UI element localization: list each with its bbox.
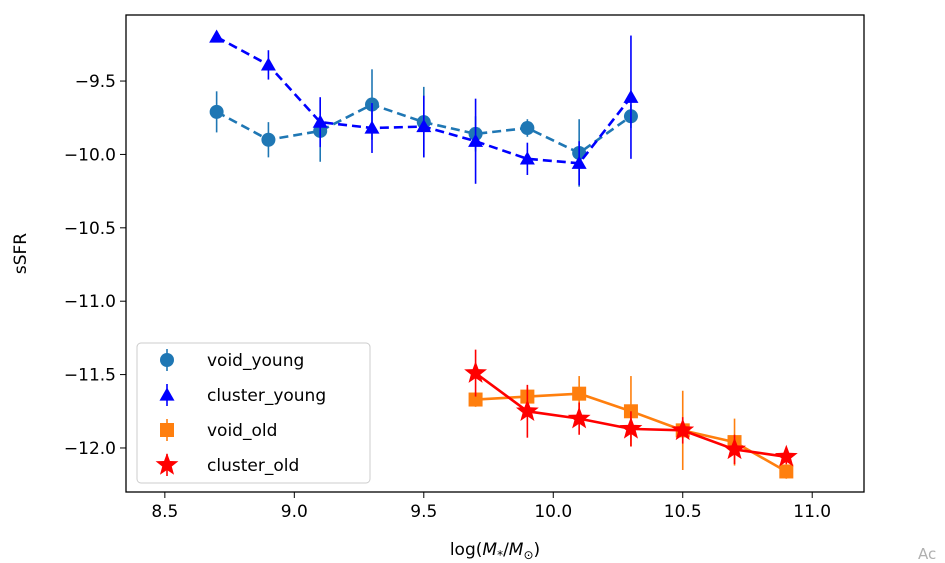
- x-axis-label-sub-sun: ⊙: [523, 548, 533, 562]
- plot-data: [209, 29, 798, 479]
- data-point-void_old: [468, 392, 483, 407]
- legend-marker-cluster_old: [155, 453, 179, 475]
- legend-marker-void_old: [160, 423, 174, 437]
- data-point-cluster_young: [260, 57, 276, 71]
- y-tick-label: −12.0: [64, 439, 116, 459]
- data-point-void_young: [520, 121, 535, 136]
- x-tick-label: 11.0: [793, 502, 831, 522]
- data-point-cluster_young: [571, 155, 587, 169]
- x-axis-label-suffix: ): [534, 540, 541, 560]
- y-tick-label: −10.0: [64, 145, 116, 165]
- y-tick-label: −9.5: [75, 72, 116, 92]
- x-tick-label: 8.5: [151, 502, 178, 522]
- legend-label-cluster_old: cluster_old: [207, 456, 299, 476]
- data-point-cluster_old: [671, 418, 695, 441]
- y-tick-label: −11.0: [64, 292, 116, 312]
- data-point-cluster_young: [312, 114, 328, 128]
- data-point-cluster_young: [519, 151, 535, 165]
- x-axis-label-mass: M: [482, 540, 497, 560]
- x-axis-label-mass-sun: M: [509, 540, 524, 560]
- x-tick-label: 10.5: [664, 502, 702, 522]
- data-point-void_young: [209, 104, 224, 119]
- data-point-cluster_old: [774, 444, 798, 467]
- data-point-cluster_young: [623, 89, 639, 103]
- x-axis-label-prefix: log(: [450, 540, 483, 560]
- x-axis-label: log(M*/M⊙): [450, 540, 540, 562]
- series-cluster_young: [209, 29, 639, 186]
- legend: void_young cluster_young void_old cluster_o…: [136, 342, 371, 484]
- y-tick-label: −10.5: [64, 219, 116, 239]
- data-point-cluster_old: [723, 437, 746, 460]
- x-tick-label: 9.0: [281, 502, 308, 522]
- x-axis-label-slash: /: [503, 540, 509, 560]
- y-axis-label: sSFR: [11, 233, 31, 274]
- y-tick-label: −11.5: [64, 366, 116, 386]
- legend-box: [136, 342, 371, 484]
- data-point-cluster_young: [468, 133, 484, 147]
- watermark-text: Ac: [918, 545, 937, 563]
- legend-marker-cluster_young: [159, 387, 175, 401]
- data-point-cluster_old: [464, 361, 487, 383]
- legend-label-void_old: void_old: [207, 421, 277, 441]
- data-point-void_old: [572, 386, 587, 401]
- x-tick-label: 9.5: [410, 502, 437, 522]
- legend-marker-void_young: [160, 353, 174, 367]
- legend-label-cluster_young: cluster_young: [207, 386, 326, 406]
- data-point-cluster_young: [364, 120, 380, 134]
- x-axis-label-sub-star: *: [497, 548, 503, 562]
- series-cluster_old: [464, 349, 798, 467]
- legend-label-void_young: void_young: [207, 351, 304, 371]
- axis-ticks: 8.5 9.0 9.5 10.0 10.5 11.0 −9.5 −10.0 −10.5 −11.0…: [64, 72, 831, 522]
- data-point-cluster_old: [567, 406, 591, 429]
- data-point-cluster_old: [515, 399, 539, 421]
- data-point-cluster_young: [416, 119, 432, 133]
- data-point-cluster_old: [619, 416, 643, 439]
- data-point-cluster_young: [209, 29, 225, 43]
- plot-frame: [125, 14, 865, 493]
- x-tick-label: 10.0: [534, 502, 572, 522]
- data-point-void_old: [779, 464, 794, 479]
- data-point-void_young: [261, 132, 276, 147]
